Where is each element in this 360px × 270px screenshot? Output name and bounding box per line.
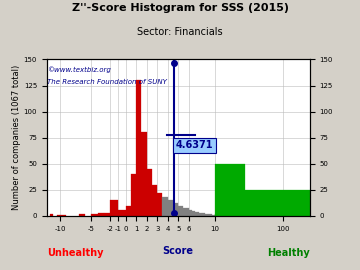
Bar	[217, 212, 218, 216]
Bar	[178, 205, 184, 216]
Bar	[202, 213, 205, 216]
X-axis label: Score: Score	[163, 246, 194, 256]
Bar	[131, 174, 136, 216]
Bar	[152, 185, 157, 216]
Bar	[205, 214, 208, 216]
Bar	[246, 190, 310, 216]
Bar	[162, 197, 168, 216]
Bar	[195, 212, 199, 216]
Bar	[215, 164, 246, 216]
Bar	[91, 214, 98, 216]
Text: Sector: Financials: Sector: Financials	[137, 27, 223, 37]
Bar	[168, 200, 173, 216]
Bar	[141, 133, 147, 216]
Bar	[199, 213, 202, 216]
Bar	[189, 210, 192, 216]
Bar	[212, 215, 215, 216]
Bar	[50, 214, 53, 216]
Bar	[192, 211, 195, 216]
Bar	[57, 215, 60, 216]
Text: Z''-Score Histogram for SSS (2015): Z''-Score Histogram for SSS (2015)	[72, 3, 288, 13]
Bar	[173, 204, 178, 216]
Bar	[221, 207, 222, 216]
Bar	[219, 210, 220, 216]
Bar	[147, 169, 152, 216]
Bar	[215, 214, 216, 216]
Bar	[118, 210, 126, 216]
Bar	[218, 211, 219, 216]
Text: 4.6371: 4.6371	[176, 140, 213, 150]
Bar	[220, 208, 221, 216]
Text: The Research Foundation of SUNY: The Research Foundation of SUNY	[48, 79, 167, 86]
Bar	[126, 205, 131, 216]
Bar	[104, 213, 110, 216]
Text: Healthy: Healthy	[267, 248, 309, 258]
Bar	[98, 213, 104, 216]
Bar	[184, 208, 189, 216]
Text: Unhealthy: Unhealthy	[48, 248, 104, 258]
Y-axis label: Number of companies (1067 total): Number of companies (1067 total)	[12, 65, 21, 210]
Bar	[216, 213, 217, 216]
Bar	[136, 80, 141, 216]
Bar	[110, 200, 118, 216]
Bar	[157, 193, 162, 216]
Bar	[60, 215, 66, 216]
Text: ©www.textbiz.org: ©www.textbiz.org	[48, 66, 111, 73]
Bar	[79, 214, 85, 216]
Bar	[208, 214, 212, 216]
